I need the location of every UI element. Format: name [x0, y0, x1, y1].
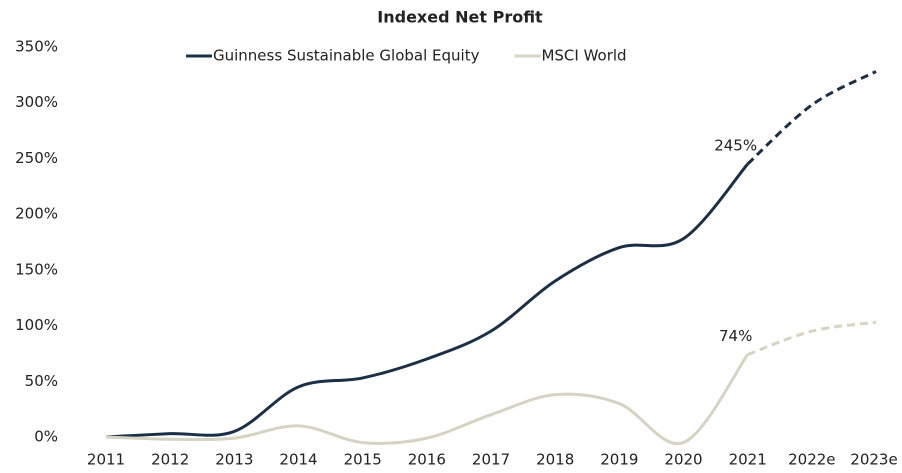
forecast-line	[747, 320, 877, 356]
x-tick-label: 2014	[279, 451, 317, 469]
y-tick-label: 50%	[25, 372, 58, 390]
y-tick-label: 0%	[34, 428, 58, 446]
forecast-line	[746, 70, 877, 166]
legend-label: MSCI World	[541, 47, 626, 65]
x-tick-label: 2019	[600, 451, 638, 469]
y-tick-label: 100%	[15, 316, 58, 334]
y-tick-label: 200%	[15, 205, 58, 223]
x-tick-label: 2018	[536, 451, 574, 469]
chart-title: Indexed Net Profit	[377, 8, 543, 27]
x-tick-label: 2017	[472, 451, 510, 469]
x-tick-label: 2021	[729, 451, 767, 469]
x-tick-label: 2011	[87, 451, 125, 469]
x-tick-label: 2023e	[850, 451, 897, 469]
y-tick-label: 250%	[15, 149, 58, 167]
x-tick-label: 2012	[151, 451, 189, 469]
x-tick-label: 2015	[344, 451, 382, 469]
x-tick-label: 2013	[215, 451, 253, 469]
legend-label: Guinness Sustainable Global Equity	[213, 47, 480, 65]
x-tick-label: 2022e	[788, 451, 835, 469]
y-tick-label: 300%	[15, 93, 58, 111]
series-line	[105, 353, 749, 446]
data-label: 245%	[714, 137, 757, 155]
x-tick-label: 2016	[408, 451, 446, 469]
data-label: 74%	[719, 327, 752, 345]
x-tick-label: 2020	[664, 451, 702, 469]
series-line	[105, 163, 749, 439]
y-tick-label: 350%	[15, 38, 58, 56]
y-tick-label: 150%	[15, 260, 58, 278]
